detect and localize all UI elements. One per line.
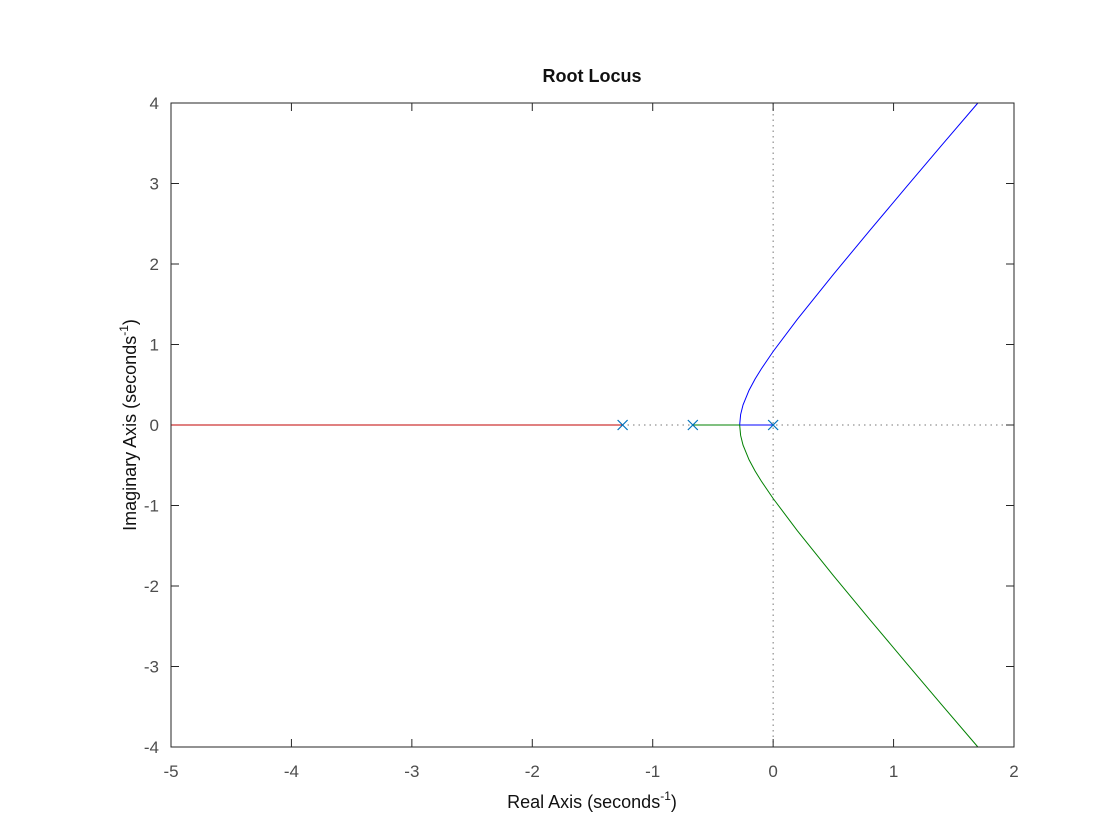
locus-branch [692,424,979,748]
y-label-end: ) [120,319,140,325]
y-tick-label: -2 [144,577,159,596]
pole-marker [767,419,779,431]
x-tick-label: 1 [889,762,898,781]
x-tick-label: -3 [404,762,419,781]
pole-marker [687,419,699,431]
y-tick-label: 4 [150,94,159,113]
y-tick-label: 2 [150,255,159,274]
y-tick-label: -1 [144,497,159,516]
x-label-end: ) [671,792,677,812]
y-axis-label: Imaginary Axis (seconds-1) [117,319,140,531]
y-tick-label: 1 [150,336,159,355]
axes-box [170,102,1015,748]
pole-marker [617,419,629,431]
chart-title: Root Locus [543,66,642,86]
x-tick-label: -5 [163,762,178,781]
y-tick-label: 3 [150,175,159,194]
y-label-sup: -1 [117,325,131,336]
x-tick-label: -1 [645,762,660,781]
x-axis-label: Real Axis (seconds-1) [507,789,677,812]
y-tick-label: 0 [150,416,159,435]
y-tick-label: -3 [144,658,159,677]
x-label-sup: -1 [660,789,671,803]
y-tick-label: -4 [144,738,159,757]
locus-branch [739,102,979,426]
x-tick-label: 2 [1009,762,1018,781]
x-label-text: Real Axis (seconds [507,792,660,812]
y-label-text: Imaginary Axis (seconds [120,336,140,531]
x-tick-label: -4 [284,762,299,781]
x-tick-label: -2 [525,762,540,781]
x-tick-label: 0 [768,762,777,781]
